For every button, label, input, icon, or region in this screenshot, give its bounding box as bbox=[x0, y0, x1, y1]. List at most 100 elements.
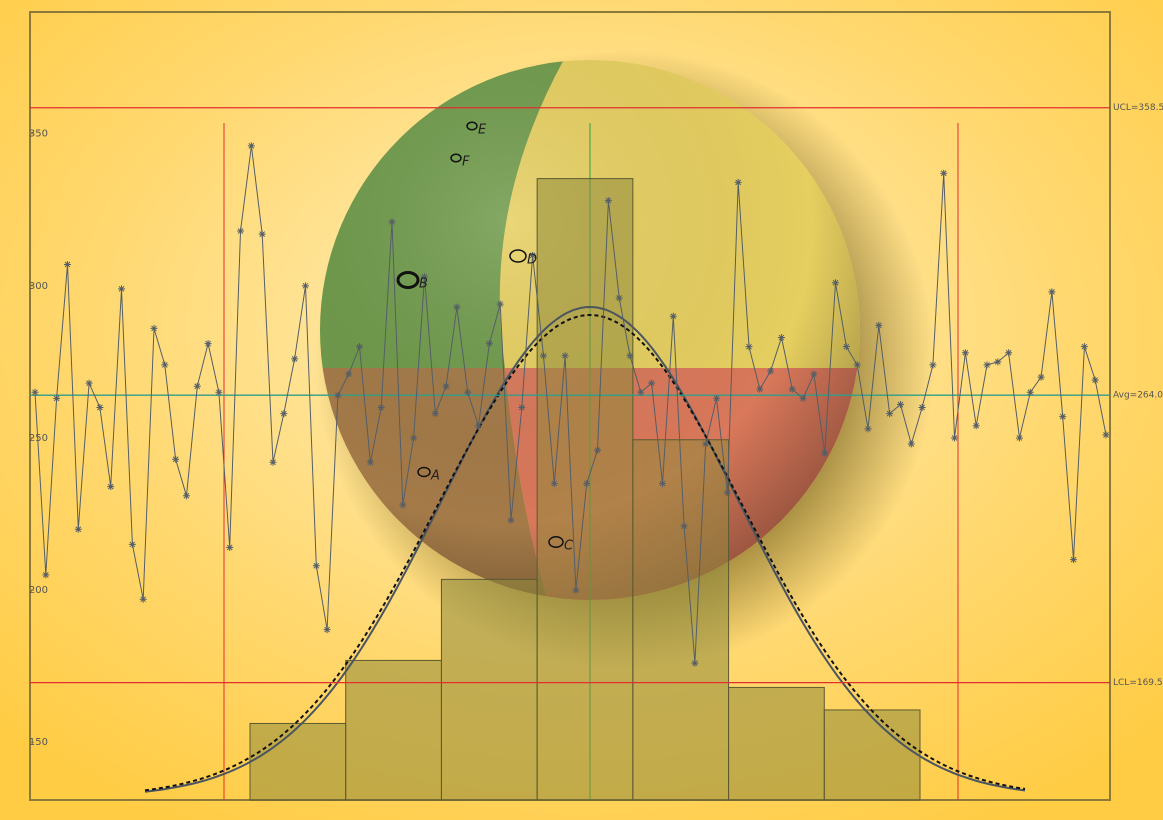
data-point bbox=[291, 355, 298, 362]
data-point bbox=[1038, 374, 1045, 381]
data-point bbox=[681, 523, 688, 530]
data-point bbox=[464, 389, 471, 396]
data-point bbox=[75, 526, 82, 533]
data-point bbox=[648, 380, 655, 387]
sphere-label: D bbox=[527, 253, 537, 268]
data-point bbox=[313, 562, 320, 569]
data-point bbox=[778, 334, 785, 341]
data-point bbox=[800, 395, 807, 402]
data-point bbox=[64, 261, 71, 268]
data-point bbox=[843, 343, 850, 350]
data-point bbox=[670, 313, 677, 320]
data-point bbox=[226, 544, 233, 551]
data-point bbox=[540, 352, 547, 359]
data-point bbox=[367, 459, 374, 466]
data-point bbox=[886, 410, 893, 417]
data-point bbox=[508, 517, 515, 524]
data-point bbox=[129, 541, 136, 548]
data-point bbox=[724, 489, 731, 496]
control-limit-label: UCL=358.54 bbox=[1113, 103, 1163, 113]
data-point bbox=[908, 441, 915, 448]
data-point bbox=[594, 447, 601, 454]
data-point bbox=[270, 459, 277, 466]
data-point bbox=[572, 587, 579, 594]
data-point bbox=[237, 228, 244, 235]
data-point bbox=[1081, 343, 1088, 350]
data-point bbox=[356, 343, 363, 350]
histogram-bar bbox=[537, 179, 633, 800]
data-point bbox=[583, 480, 590, 487]
data-point bbox=[1059, 413, 1066, 420]
data-point bbox=[432, 410, 439, 417]
data-point bbox=[1005, 349, 1012, 356]
data-point bbox=[810, 371, 817, 378]
data-point bbox=[702, 441, 709, 448]
data-point bbox=[984, 361, 991, 368]
data-point bbox=[897, 401, 904, 408]
data-point bbox=[151, 325, 158, 332]
data-point bbox=[280, 410, 287, 417]
data-point bbox=[929, 361, 936, 368]
data-point bbox=[172, 456, 179, 463]
data-point bbox=[86, 380, 93, 387]
data-point bbox=[1016, 434, 1023, 441]
data-point bbox=[940, 170, 947, 177]
control-limit-label: Avg=264.06 bbox=[1113, 391, 1163, 401]
data-point bbox=[324, 626, 331, 633]
sphere-label: E bbox=[478, 123, 487, 138]
data-point bbox=[1027, 389, 1034, 396]
data-point bbox=[1103, 431, 1110, 438]
data-point bbox=[832, 279, 839, 286]
data-point bbox=[919, 404, 926, 411]
sphere-label: A bbox=[430, 469, 440, 484]
data-point bbox=[302, 282, 309, 289]
data-point bbox=[259, 231, 266, 238]
data-point bbox=[1048, 288, 1055, 295]
data-point bbox=[378, 404, 385, 411]
data-point bbox=[118, 285, 125, 292]
data-point bbox=[637, 389, 644, 396]
data-point bbox=[994, 358, 1001, 365]
data-point bbox=[453, 304, 460, 311]
data-point bbox=[486, 340, 493, 347]
data-point bbox=[746, 343, 753, 350]
data-point bbox=[205, 340, 212, 347]
data-point bbox=[443, 383, 450, 390]
data-point bbox=[973, 422, 980, 429]
histogram-bar bbox=[729, 687, 825, 800]
data-point bbox=[497, 301, 504, 308]
data-point bbox=[42, 571, 49, 578]
data-point bbox=[616, 294, 623, 301]
data-point bbox=[399, 501, 406, 508]
data-point bbox=[215, 389, 222, 396]
control-limit-label: LCL=169.58 bbox=[1113, 678, 1163, 688]
data-point bbox=[475, 422, 482, 429]
data-point bbox=[865, 425, 872, 432]
data-point bbox=[562, 352, 569, 359]
data-point bbox=[756, 386, 763, 393]
data-point bbox=[551, 480, 558, 487]
data-point bbox=[96, 404, 103, 411]
data-point bbox=[789, 386, 796, 393]
data-point bbox=[194, 383, 201, 390]
data-point bbox=[248, 142, 255, 149]
data-point bbox=[410, 434, 417, 441]
data-point bbox=[107, 483, 114, 490]
data-point bbox=[345, 371, 352, 378]
data-point bbox=[691, 660, 698, 667]
sphere-label: C bbox=[564, 539, 574, 554]
data-point bbox=[605, 197, 612, 204]
data-point bbox=[183, 492, 190, 499]
data-point bbox=[1092, 377, 1099, 384]
data-point bbox=[854, 361, 861, 368]
data-point bbox=[627, 352, 634, 359]
data-point bbox=[518, 404, 525, 411]
data-point bbox=[334, 392, 341, 399]
data-point bbox=[875, 322, 882, 329]
data-point bbox=[713, 395, 720, 402]
data-point bbox=[767, 368, 774, 375]
control-chart-graphic: 150200250300350UCL=358.54Avg=264.06LCL=1… bbox=[0, 0, 1163, 820]
data-point bbox=[735, 179, 742, 186]
data-point bbox=[140, 596, 147, 603]
data-point bbox=[32, 389, 39, 396]
